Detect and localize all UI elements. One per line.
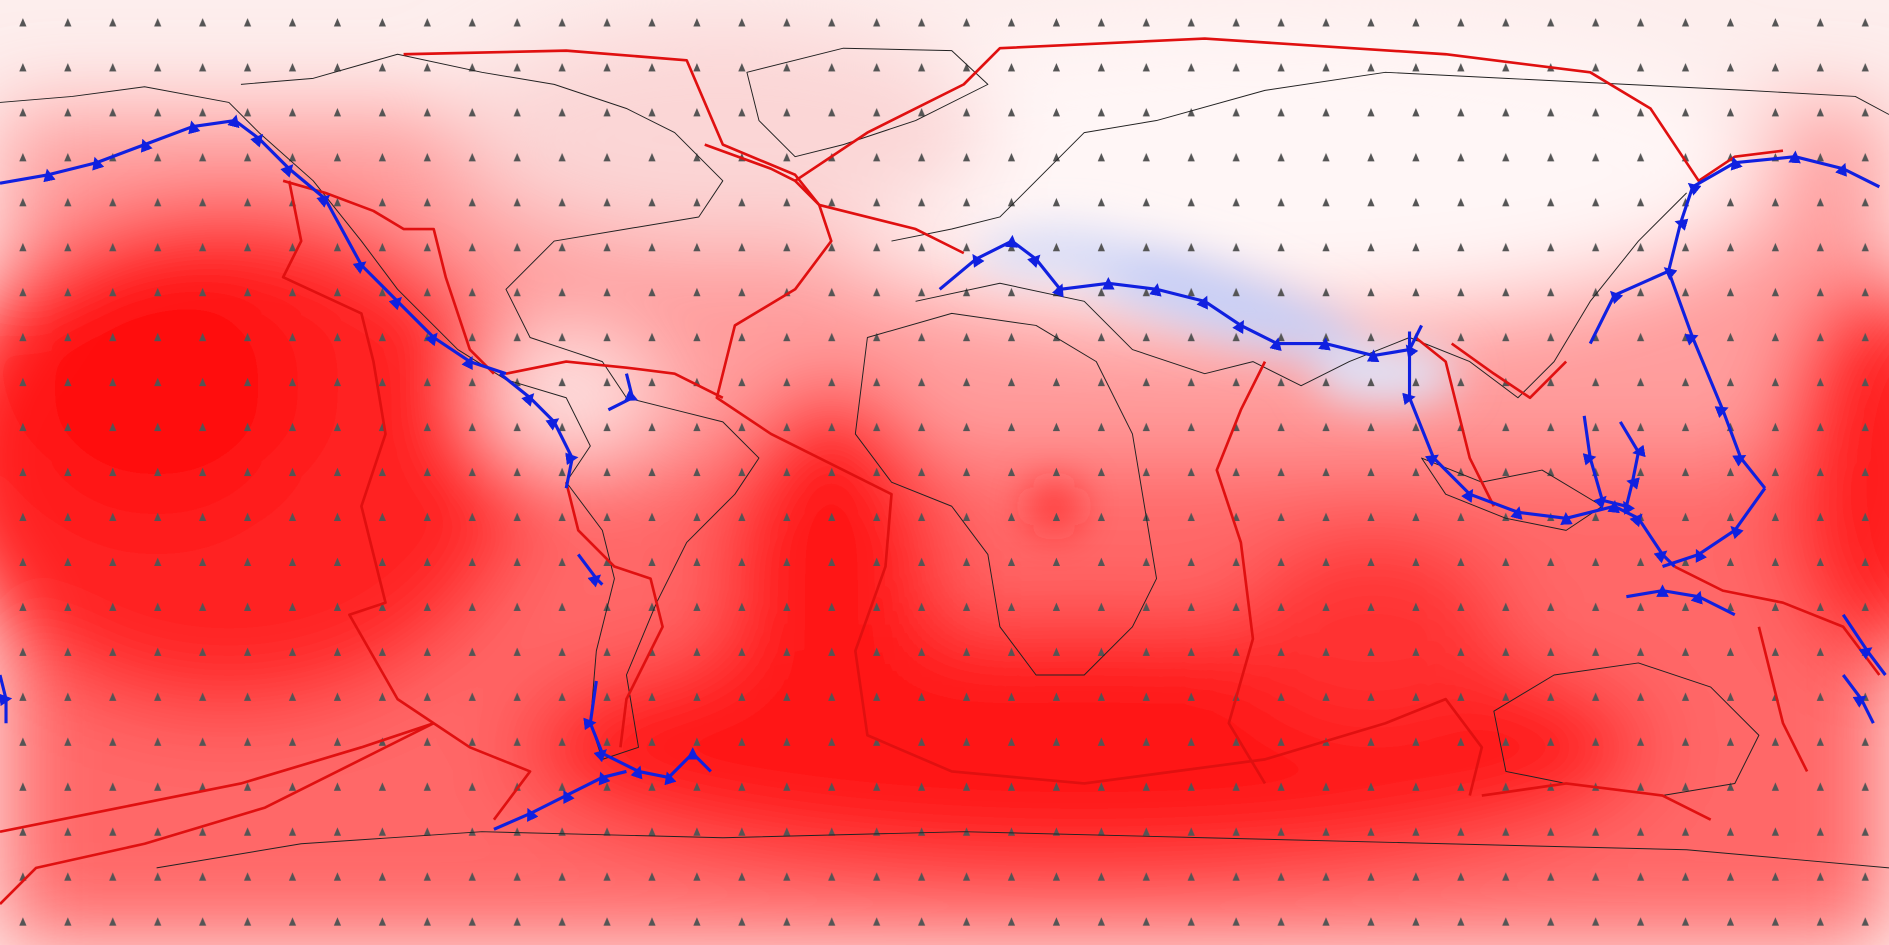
subduction-zones [0, 114, 1887, 831]
